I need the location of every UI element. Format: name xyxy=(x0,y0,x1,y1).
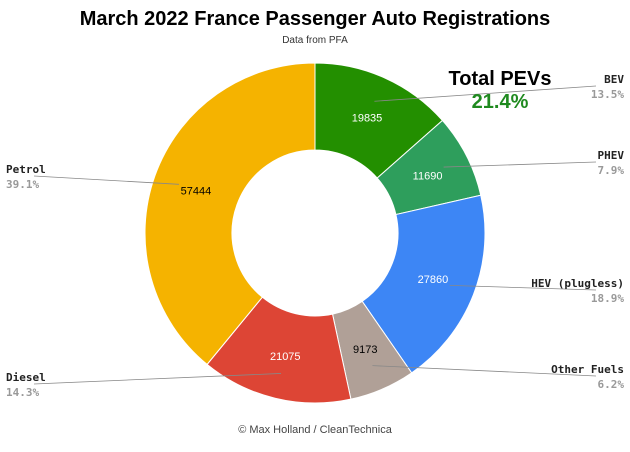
slice-value-label: 27860 xyxy=(418,274,449,286)
category-label: PHEV xyxy=(598,149,625,162)
category-label: BEV xyxy=(604,73,624,86)
donut-slice-hev-plugless xyxy=(361,194,486,374)
chart-footer: © Max Holland / CleanTechnica xyxy=(238,424,392,436)
slice-value-label: 57444 xyxy=(181,185,212,197)
category-label: Other Fuels xyxy=(551,363,624,376)
category-percent: 7.9% xyxy=(598,164,625,177)
slice-value-label: 19835 xyxy=(352,113,383,125)
slice-value-label: 9173 xyxy=(353,344,377,356)
category-label: Diesel xyxy=(6,371,46,384)
category-percent: 18.9% xyxy=(591,292,624,305)
chart-title: March 2022 France Passenger Auto Registr… xyxy=(79,8,551,30)
pev-callout-value: 21.4% xyxy=(471,91,529,113)
donut-slice-diesel xyxy=(206,296,352,404)
category-label: HEV (plugless) xyxy=(531,277,624,290)
donut-slice-petrol xyxy=(144,62,316,366)
leader-line xyxy=(443,161,597,168)
category-percent: 39.1% xyxy=(6,178,39,191)
leader-line xyxy=(33,373,282,385)
category-percent: 6.2% xyxy=(598,378,625,391)
leader-line xyxy=(374,85,597,102)
category-percent: 13.5% xyxy=(591,88,624,101)
slice-value-label: 11690 xyxy=(413,170,443,182)
leader-line xyxy=(449,284,597,291)
chart-subtitle: Data from PFA xyxy=(282,35,348,46)
slice-value-label: 21075 xyxy=(270,351,301,363)
leader-line xyxy=(372,365,597,377)
pev-callout-label: Total PEVs xyxy=(448,68,552,90)
category-label: Petrol xyxy=(6,163,46,176)
leader-line xyxy=(33,175,179,185)
category-percent: 14.3% xyxy=(6,386,39,399)
